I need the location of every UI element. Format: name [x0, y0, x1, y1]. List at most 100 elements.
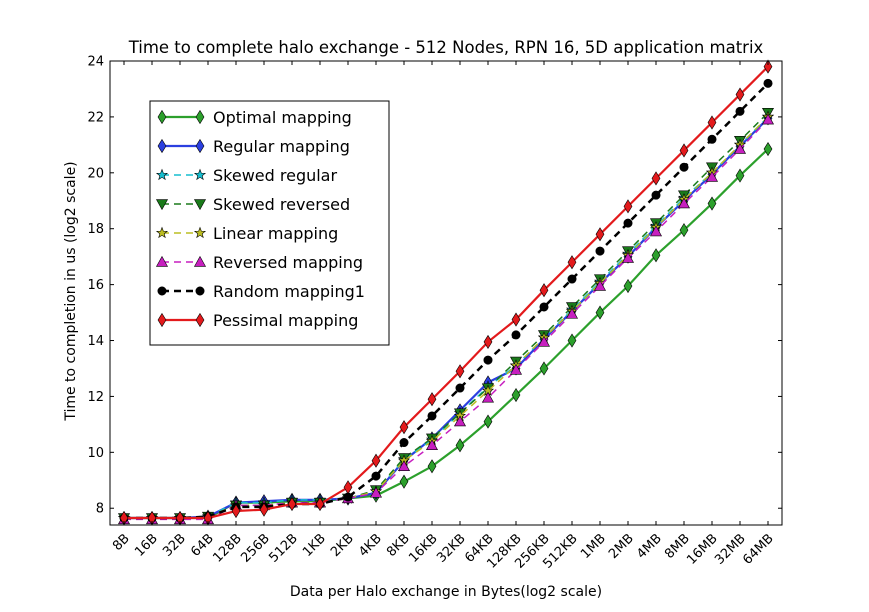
data-point: [371, 453, 381, 468]
data-point: [595, 305, 605, 320]
data-point: [427, 459, 437, 474]
data-point: [735, 106, 745, 116]
data-point: [651, 190, 661, 200]
data-point: [399, 474, 409, 489]
data-point: [651, 248, 661, 263]
data-point: [677, 197, 691, 209]
y-tick-label: 12: [87, 390, 104, 405]
legend-marker: [155, 199, 169, 211]
data-point: [679, 223, 689, 238]
plot-frame: [109, 60, 783, 526]
data-point: [455, 438, 465, 453]
x-tick-label: 16MB: [684, 531, 721, 568]
legend-marker: [157, 286, 167, 296]
data-point: [399, 420, 409, 435]
y-axis-label: Time to completion in us (log2 scale): [63, 161, 79, 421]
data-point: [511, 330, 521, 340]
legend-label: Skewed reversed: [213, 195, 350, 214]
data-point: [567, 255, 577, 270]
data-point: [595, 246, 605, 256]
data-point: [537, 335, 551, 347]
data-point: [539, 302, 549, 312]
data-point: [453, 415, 467, 427]
plot-area: [109, 59, 783, 526]
legend-entry: Regular mapping: [157, 137, 350, 156]
data-point: [623, 278, 633, 294]
y-tick-label: 20: [87, 166, 104, 181]
data-point: [707, 196, 717, 211]
x-tick-label: 256B: [238, 531, 272, 565]
data-point: [259, 502, 269, 517]
x-tick-label: 8B: [110, 531, 133, 554]
data-point: [679, 143, 689, 158]
legend-marker: [195, 312, 205, 328]
data-point: [397, 460, 411, 472]
data-point: [623, 218, 633, 228]
data-point: [455, 364, 465, 379]
legend-marker: [157, 138, 167, 154]
data-point: [621, 251, 635, 263]
data-point: [623, 199, 633, 214]
legend-marker: [195, 286, 205, 296]
x-axis-label: Data per Halo exchange in Bytes(log2 sca…: [290, 584, 602, 600]
data-point: [733, 142, 747, 154]
legend: Optimal mapping Regular mapping Skewed reg…: [149, 100, 390, 346]
legend-label: Regular mapping: [213, 137, 350, 156]
data-point: [483, 355, 493, 365]
y-tick-label: 24: [87, 55, 104, 70]
data-point: [567, 333, 577, 348]
data-point: [567, 274, 577, 284]
data-point: [483, 414, 493, 429]
data-point: [511, 387, 521, 403]
legend-entry: Reversed mapping: [155, 253, 363, 272]
data-point: [735, 168, 745, 183]
x-tick-label: 1MB: [578, 531, 609, 562]
series-line: [124, 65, 769, 520]
legend-marker: [193, 199, 207, 211]
x-tick-label: 2MB: [606, 531, 637, 562]
x-tick-label: 64MB: [740, 531, 777, 568]
data-point: [231, 503, 241, 519]
data-point: [481, 391, 495, 403]
x-tick-label: 32MB: [712, 531, 749, 568]
legend-entry: Random mapping1: [157, 282, 365, 301]
data-point: [483, 334, 493, 349]
legend-marker: [195, 109, 205, 125]
data-point: [371, 471, 381, 481]
data-point: [287, 496, 297, 512]
legend-marker: [155, 255, 169, 267]
data-point: [679, 162, 689, 172]
legend-label: Reversed mapping: [213, 253, 363, 272]
data-point: [315, 496, 325, 512]
x-tick-label: 32B: [160, 531, 189, 560]
x-tick-label: 512B: [266, 531, 300, 565]
y-tick-label: 16: [87, 278, 104, 293]
legend-entry: Skewed reversed: [155, 195, 350, 214]
series-line: [124, 82, 769, 520]
legend-marker: [157, 312, 167, 328]
data-point: [651, 171, 661, 186]
data-point: [539, 283, 549, 298]
data-point: [427, 392, 437, 407]
data-point: [735, 87, 745, 102]
y-tick-label: 8: [96, 502, 104, 517]
data-point: [399, 438, 409, 448]
legend-marker: [155, 168, 169, 181]
x-tick-label: 16B: [132, 531, 161, 560]
legend-entry: Linear mapping: [155, 224, 338, 243]
y-tick-label: 14: [87, 334, 104, 349]
data-point: [707, 134, 717, 144]
legend-label: Skewed regular: [213, 166, 337, 185]
data-point: [763, 59, 773, 74]
legend-marker: [193, 168, 207, 181]
legend-entry: Pessimal mapping: [157, 311, 358, 330]
data-point: [455, 383, 465, 393]
data-point: [763, 78, 773, 88]
data-point: [761, 113, 775, 125]
legend-label: Pessimal mapping: [213, 311, 358, 330]
data-point: [565, 307, 579, 319]
y-tick-label: 10: [87, 446, 104, 461]
y-axis: 8 10 12 14 16 18 20 22 24: [87, 55, 782, 517]
x-tick-label: 2KB: [328, 531, 357, 560]
